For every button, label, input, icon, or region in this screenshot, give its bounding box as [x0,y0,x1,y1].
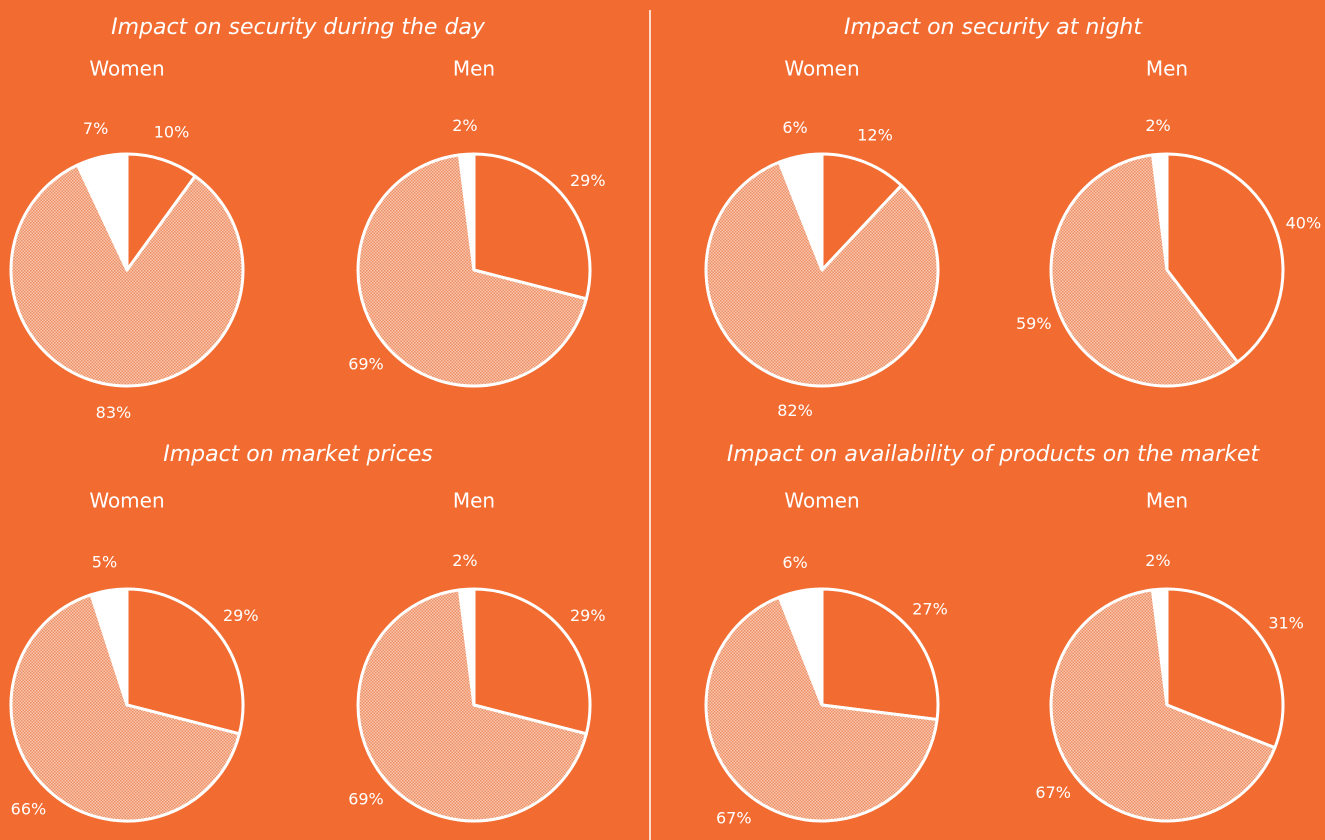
data-label: 2% [452,116,477,135]
data-label: 59% [1016,314,1052,333]
data-label: 82% [777,401,813,420]
pie-slice [777,587,824,707]
pie-slice [1049,153,1239,388]
pie-slice [9,593,241,823]
data-label: 2% [1145,116,1170,135]
data-label: 29% [570,171,606,190]
data-label: 29% [570,606,606,625]
pie-slice [1150,587,1169,707]
data-label: 69% [348,355,384,374]
pie-slice [704,160,940,388]
pie-subtitle: Women [784,489,859,513]
pie-subtitle: Women [89,489,164,513]
pie-slice [472,152,592,301]
data-label: 10% [154,123,190,142]
chart-title: Impact on availability of products on th… [727,442,1261,467]
pie-slice [1049,588,1277,823]
pie-slice [76,152,129,272]
data-label: 6% [782,553,807,572]
data-label: 83% [96,403,132,422]
pie-subtitle: Women [784,57,859,81]
data-label: 2% [452,551,477,570]
chart-title: Impact on security during the day [111,15,486,40]
pie-slice [356,588,588,823]
data-label: 7% [83,119,108,138]
data-label: 5% [92,552,117,571]
data-label: 40% [1286,213,1322,232]
data-label: 67% [716,808,752,827]
pie-subtitle: Men [453,489,495,513]
chart-title: Impact on security at night [844,15,1143,40]
pie-slice [125,587,245,736]
data-label: 67% [1035,783,1071,802]
data-label: 31% [1268,614,1304,633]
pie-slice [9,163,245,388]
chart-title: Impact on market prices [163,442,433,467]
pie-subtitle: Men [1146,489,1188,513]
pie-subtitle: Men [1146,57,1188,81]
data-label: 27% [912,599,948,618]
pie-slice [820,587,940,722]
pie-slice [472,587,592,736]
data-label: 2% [1145,551,1170,570]
pie-slice [1165,152,1285,364]
pie-subtitle: Men [453,57,495,81]
pie-subtitle: Women [89,57,164,81]
data-label: 29% [223,606,259,625]
data-label: 6% [782,118,807,137]
pie-slice [820,152,903,272]
pie-slice [1151,152,1169,272]
pie-slice [457,587,476,707]
pie-slice [89,587,129,707]
pie-slice [356,153,588,388]
data-label: 66% [11,799,47,818]
data-label: 12% [857,126,893,145]
pie-slice [777,152,824,272]
pie-slice [457,152,476,272]
data-label: 69% [348,790,384,809]
pie-slice [1165,587,1285,750]
pie-slice [704,595,939,823]
